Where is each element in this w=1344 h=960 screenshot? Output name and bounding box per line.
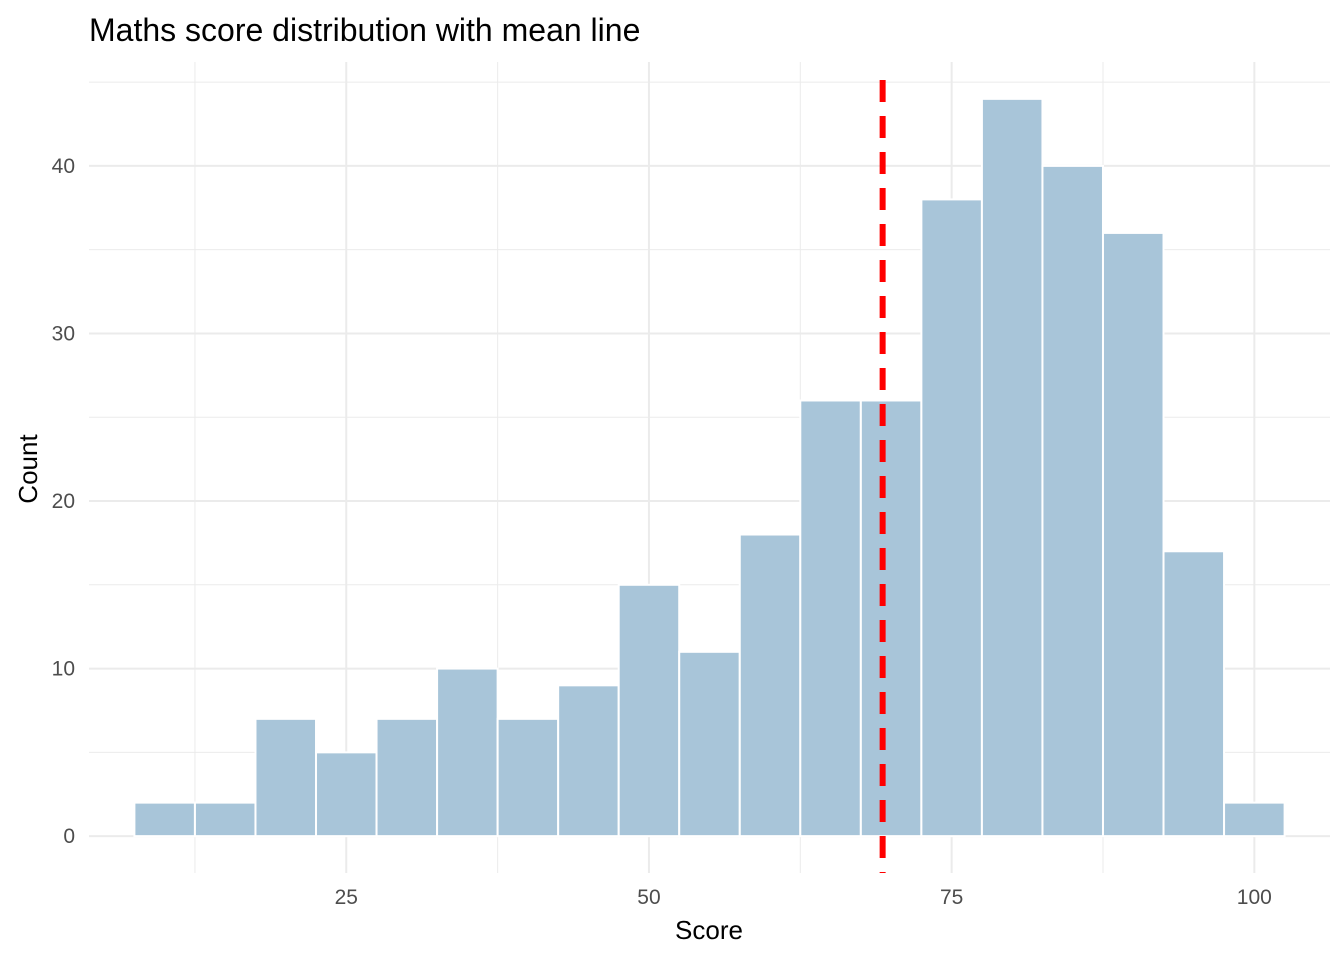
y-tick-label: 10 — [52, 658, 75, 681]
histogram-bars — [133, 97, 1286, 838]
histogram-bar — [859, 399, 923, 838]
x-tick-label: 50 — [637, 886, 660, 909]
histogram-bar — [1101, 231, 1165, 838]
x-axis-ticks: 25 50 75 100 — [335, 886, 1272, 909]
chart-title: Maths score distribution with mean line — [89, 12, 640, 48]
y-tick-label: 0 — [63, 825, 75, 848]
histogram-bar — [617, 583, 681, 838]
histogram-bar — [557, 684, 620, 838]
x-tick-label: 75 — [940, 886, 963, 909]
x-axis-title: Score — [675, 915, 743, 945]
histogram-bar — [799, 399, 862, 838]
y-tick-label: 20 — [52, 490, 75, 513]
histogram-bar — [254, 717, 318, 838]
histogram-bar — [133, 801, 196, 838]
histogram-bar — [375, 717, 439, 838]
histogram-bar — [1162, 550, 1226, 838]
y-tick-label: 40 — [52, 155, 75, 178]
histogram-bar — [1223, 801, 1286, 838]
histogram-bar — [436, 667, 499, 838]
x-tick-label: 100 — [1237, 886, 1272, 909]
histogram-bar — [496, 717, 560, 838]
histogram-bar — [315, 751, 378, 838]
y-tick-label: 30 — [52, 322, 75, 345]
histogram-bar — [1041, 164, 1104, 838]
y-axis-ticks: 0 10 20 30 40 — [52, 155, 75, 848]
y-axis-title: Count — [13, 434, 43, 504]
histogram-bar — [980, 97, 1044, 838]
x-tick-label: 25 — [335, 886, 358, 909]
histogram-bar — [920, 198, 983, 838]
histogram-bar — [193, 801, 257, 838]
histogram-bar — [738, 533, 802, 838]
histogram-bar — [678, 650, 741, 838]
